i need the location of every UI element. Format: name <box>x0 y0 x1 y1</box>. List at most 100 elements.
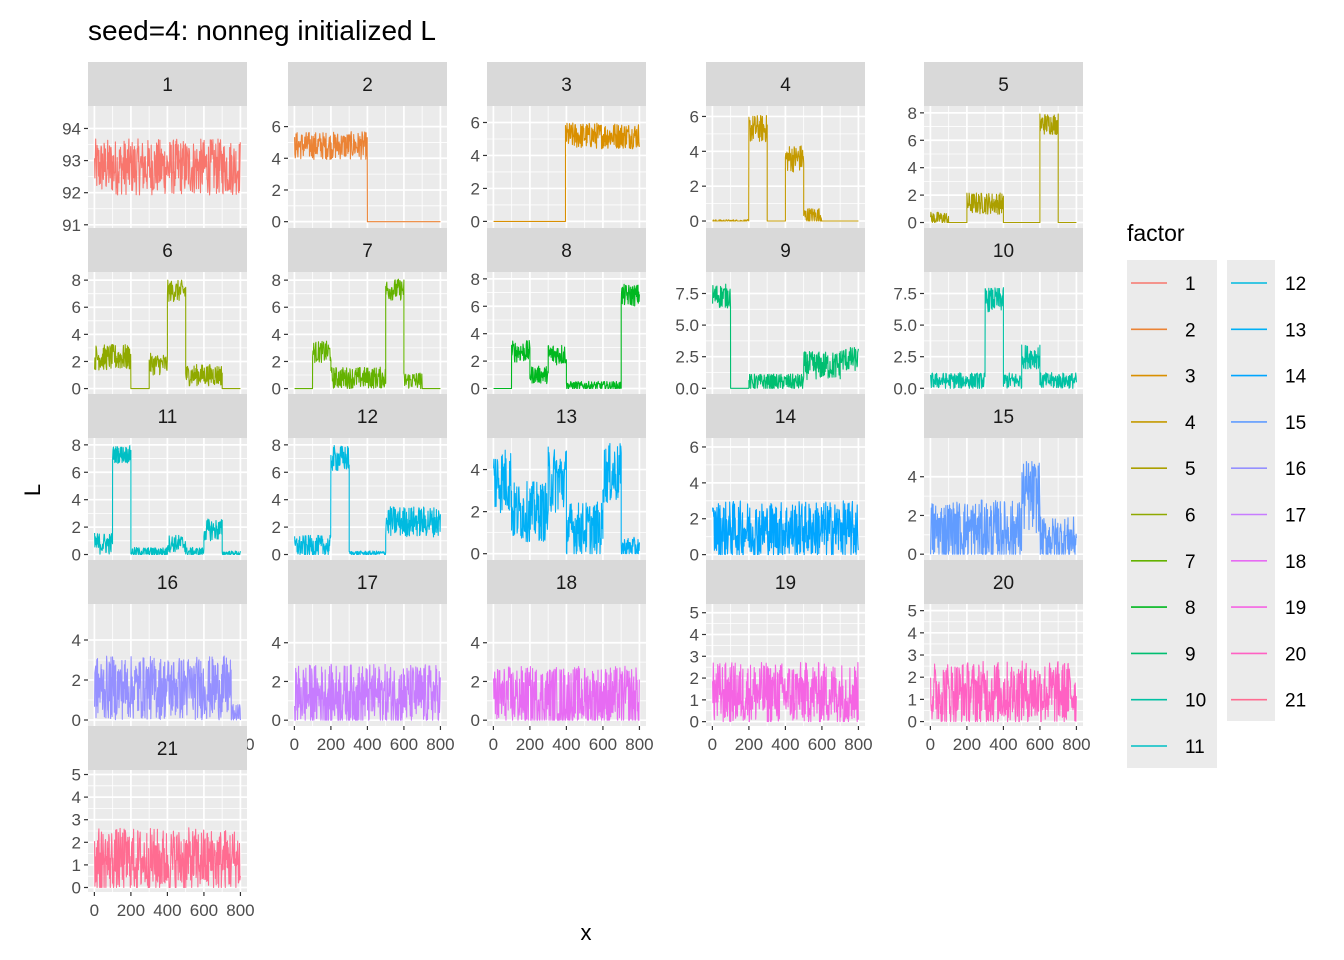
facet-panel-6: 6 0 2 4 6 8 <box>72 228 247 399</box>
series-line-21 <box>94 827 241 889</box>
x-tick-label: 600 <box>1026 735 1054 754</box>
legend-label: 2 <box>1185 320 1196 341</box>
facet-panel-17: 17 0 2 4 0 200 400 600 800 <box>272 560 455 754</box>
series-line-11 <box>94 445 241 556</box>
facet-strip-label: 4 <box>780 75 791 96</box>
facet-strip-label: 7 <box>362 241 373 262</box>
legend-label: 10 <box>1185 691 1206 712</box>
series-line-3 <box>493 122 640 222</box>
facet-strip-label: 13 <box>556 407 577 428</box>
series-line-4 <box>712 114 859 222</box>
y-tick-label: 1 <box>908 690 917 709</box>
facet-strip <box>924 228 1083 272</box>
facet-strip <box>706 560 865 604</box>
facet-panel-21: 21 0 1 2 3 4 5 0 200 400 600 800 <box>72 726 255 920</box>
y-tick-label: 5.0 <box>893 316 917 335</box>
facet-panel-8: 8 0 2 4 6 8 <box>471 228 646 399</box>
y-tick-label: 2 <box>72 833 81 852</box>
y-tick-label: 4 <box>272 325 281 344</box>
facet-strip <box>706 394 865 438</box>
legend-label: 6 <box>1185 506 1196 527</box>
y-tick-label: 6 <box>471 297 480 316</box>
facet-strip-label: 12 <box>357 407 378 428</box>
legend-item-4: 4 <box>1131 413 1196 434</box>
y-tick-label: 2 <box>471 179 480 198</box>
facet-panel-3: 3 0 2 4 6 <box>471 62 646 231</box>
series-line-18 <box>493 665 640 721</box>
x-tick-label: 600 <box>808 735 836 754</box>
y-tick-label: 3 <box>690 647 699 666</box>
legend-item-15: 15 <box>1231 413 1306 434</box>
facet-panel-15: 15 0 2 4 <box>908 394 1083 564</box>
x-tick-label: 600 <box>190 901 218 920</box>
y-tick-label: 2 <box>690 510 699 529</box>
facet-strip-label: 14 <box>775 407 797 428</box>
y-tick-label: 4 <box>908 159 917 178</box>
facet-strip-label: 16 <box>157 573 178 594</box>
y-tick-label: 0 <box>272 711 281 730</box>
y-tick-label: 4 <box>72 631 81 650</box>
y-tick-label: 0.0 <box>893 379 917 398</box>
x-tick-label: 400 <box>989 735 1017 754</box>
legend-label: 17 <box>1285 506 1306 527</box>
facet-strip <box>487 62 646 106</box>
facet-strip <box>706 228 865 272</box>
y-tick-label: 6 <box>690 107 699 126</box>
legend-label: 5 <box>1185 459 1196 480</box>
x-tick-label: 400 <box>153 901 181 920</box>
y-tick-label: 3 <box>908 646 917 665</box>
facet-strip-label: 21 <box>157 739 178 760</box>
x-tick-label: 200 <box>735 735 763 754</box>
facet-panel-9: 9 0.0 2.5 5.0 7.5 <box>675 228 865 398</box>
legend-label: 4 <box>1185 413 1196 434</box>
x-tick-label: 400 <box>771 735 799 754</box>
x-tick-label: 800 <box>426 735 454 754</box>
y-tick-label: 2 <box>72 671 81 690</box>
x-tick-label: 800 <box>625 735 653 754</box>
y-tick-label: 3 <box>72 811 81 830</box>
facet-panel-13: 13 0 2 4 <box>471 394 646 564</box>
x-tick-label: 800 <box>226 901 254 920</box>
series-line-20 <box>930 660 1077 723</box>
legend-item-16: 16 <box>1231 459 1306 480</box>
facet-panel-11: 11 0 2 4 6 8 <box>72 394 247 565</box>
y-tick-label: 0 <box>908 214 917 233</box>
series-line-12 <box>294 445 441 556</box>
y-tick-label: 92 <box>62 184 81 203</box>
facet-strip-label: 19 <box>775 573 796 594</box>
y-tick-label: 4 <box>272 149 281 168</box>
facet-strip-label: 18 <box>556 573 577 594</box>
legend-label: 15 <box>1285 413 1306 434</box>
y-tick-label: 6 <box>272 298 281 317</box>
y-tick-label: 8 <box>471 270 480 289</box>
facet-strip <box>487 228 646 272</box>
facet-strip <box>88 394 247 438</box>
legend-item-1: 1 <box>1131 274 1196 295</box>
facet-panel-7: 7 0 2 4 6 8 <box>272 228 447 399</box>
y-tick-label: 0 <box>471 545 480 564</box>
legend-item-8: 8 <box>1131 598 1196 619</box>
x-tick-label: 200 <box>516 735 544 754</box>
y-tick-label: 5 <box>690 604 699 623</box>
series-line-6 <box>94 279 241 390</box>
chart-title: seed=4: nonneg initialized L <box>88 15 436 46</box>
y-tick-label: 4 <box>690 626 699 645</box>
y-tick-label: 6 <box>908 131 917 150</box>
y-tick-label: 2.5 <box>893 348 917 367</box>
y-tick-label: 0 <box>690 713 699 732</box>
facet-strip-label: 10 <box>993 241 1014 262</box>
y-tick-label: 0 <box>72 546 81 565</box>
x-tick-label: 400 <box>353 735 381 754</box>
y-tick-label: 4 <box>471 146 480 165</box>
legend-label: 16 <box>1285 459 1306 480</box>
y-tick-label: 0 <box>908 713 917 732</box>
y-tick-label: 8 <box>72 271 81 290</box>
legend-label: 20 <box>1285 644 1306 665</box>
legend-item-7: 7 <box>1131 552 1196 573</box>
y-tick-label: 0 <box>72 711 81 730</box>
y-tick-label: 0 <box>690 212 699 231</box>
legend-label: 3 <box>1185 367 1196 388</box>
x-tick-label: 0 <box>926 735 935 754</box>
